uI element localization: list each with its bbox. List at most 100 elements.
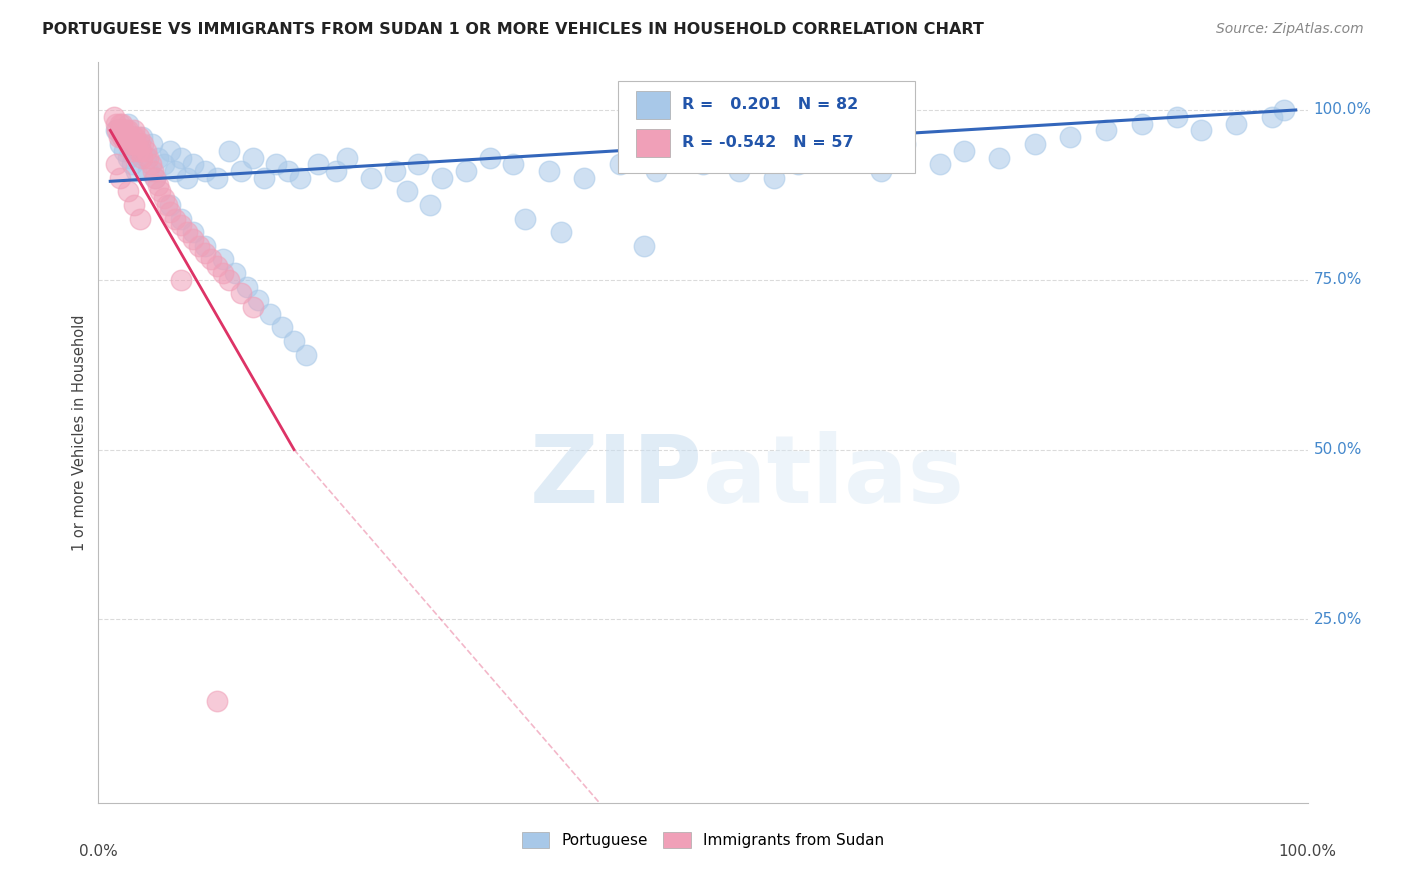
- Point: [105, 157, 128, 171]
- Point: [224, 266, 246, 280]
- Point: [121, 144, 143, 158]
- Point: [786, 157, 808, 171]
- Point: [152, 157, 174, 171]
- Text: 75.0%: 75.0%: [1313, 272, 1362, 287]
- Point: [1024, 136, 1046, 151]
- Point: [124, 130, 146, 145]
- Point: [170, 219, 193, 233]
- Point: [159, 144, 181, 158]
- Point: [271, 320, 294, 334]
- Point: [117, 185, 139, 199]
- Point: [988, 151, 1011, 165]
- Point: [247, 293, 270, 308]
- Point: [122, 123, 145, 137]
- Point: [115, 130, 138, 145]
- Point: [644, 164, 666, 178]
- Point: [122, 198, 145, 212]
- Text: Source: ZipAtlas.com: Source: ZipAtlas.com: [1216, 22, 1364, 37]
- Point: [118, 130, 141, 145]
- Text: PORTUGUESE VS IMMIGRANTS FROM SUDAN 1 OR MORE VEHICLES IN HOUSEHOLD CORRELATION : PORTUGUESE VS IMMIGRANTS FROM SUDAN 1 OR…: [42, 22, 984, 37]
- Point: [277, 164, 299, 178]
- Point: [1261, 110, 1284, 124]
- Point: [170, 211, 193, 226]
- Point: [205, 259, 228, 273]
- Point: [1095, 123, 1118, 137]
- Point: [129, 144, 152, 158]
- Point: [1189, 123, 1212, 137]
- Point: [111, 130, 134, 145]
- Point: [212, 252, 235, 267]
- Point: [122, 136, 145, 151]
- Point: [336, 151, 359, 165]
- Point: [200, 252, 222, 267]
- Point: [454, 164, 477, 178]
- Point: [218, 273, 240, 287]
- Point: [125, 164, 148, 178]
- Point: [478, 151, 501, 165]
- Point: [143, 170, 166, 185]
- Point: [929, 157, 952, 171]
- Point: [170, 273, 193, 287]
- Point: [105, 123, 128, 137]
- Point: [127, 144, 149, 158]
- Point: [229, 164, 252, 178]
- Point: [135, 151, 157, 165]
- Point: [633, 239, 655, 253]
- Point: [114, 123, 136, 137]
- Point: [408, 157, 430, 171]
- Point: [170, 151, 193, 165]
- Point: [181, 157, 204, 171]
- Point: [165, 164, 187, 178]
- Point: [129, 136, 152, 151]
- Point: [132, 136, 155, 151]
- Point: [122, 136, 145, 151]
- Point: [141, 136, 163, 151]
- Point: [288, 170, 311, 185]
- Point: [194, 245, 217, 260]
- Point: [432, 170, 454, 185]
- Point: [869, 164, 891, 178]
- Point: [259, 307, 281, 321]
- Point: [117, 151, 139, 165]
- Point: [103, 110, 125, 124]
- Point: [143, 170, 166, 185]
- Point: [609, 157, 631, 171]
- Point: [550, 225, 572, 239]
- Point: [574, 170, 596, 185]
- Point: [205, 694, 228, 708]
- Point: [131, 130, 153, 145]
- Point: [159, 205, 181, 219]
- Point: [121, 130, 143, 145]
- Point: [129, 144, 152, 158]
- Point: [181, 225, 204, 239]
- Point: [502, 157, 524, 171]
- Point: [108, 117, 131, 131]
- FancyBboxPatch shape: [637, 128, 671, 157]
- Point: [111, 130, 134, 145]
- Point: [1225, 117, 1247, 131]
- Point: [264, 157, 287, 171]
- Point: [114, 130, 136, 145]
- Point: [325, 164, 347, 178]
- Point: [165, 211, 187, 226]
- Point: [152, 191, 174, 205]
- Point: [128, 130, 150, 145]
- Point: [156, 198, 179, 212]
- Text: 50.0%: 50.0%: [1313, 442, 1362, 457]
- Point: [114, 144, 136, 158]
- Point: [893, 136, 915, 151]
- Text: atlas: atlas: [703, 431, 965, 523]
- Point: [1166, 110, 1188, 124]
- Point: [176, 170, 198, 185]
- Y-axis label: 1 or more Vehicles in Household: 1 or more Vehicles in Household: [72, 314, 87, 551]
- Point: [149, 185, 172, 199]
- Text: R = -0.542   N = 57: R = -0.542 N = 57: [682, 136, 853, 151]
- Point: [283, 334, 305, 348]
- Point: [242, 151, 264, 165]
- Point: [395, 185, 418, 199]
- Point: [146, 178, 169, 192]
- Point: [129, 211, 152, 226]
- FancyBboxPatch shape: [637, 91, 671, 119]
- Point: [142, 164, 165, 178]
- Point: [105, 123, 128, 137]
